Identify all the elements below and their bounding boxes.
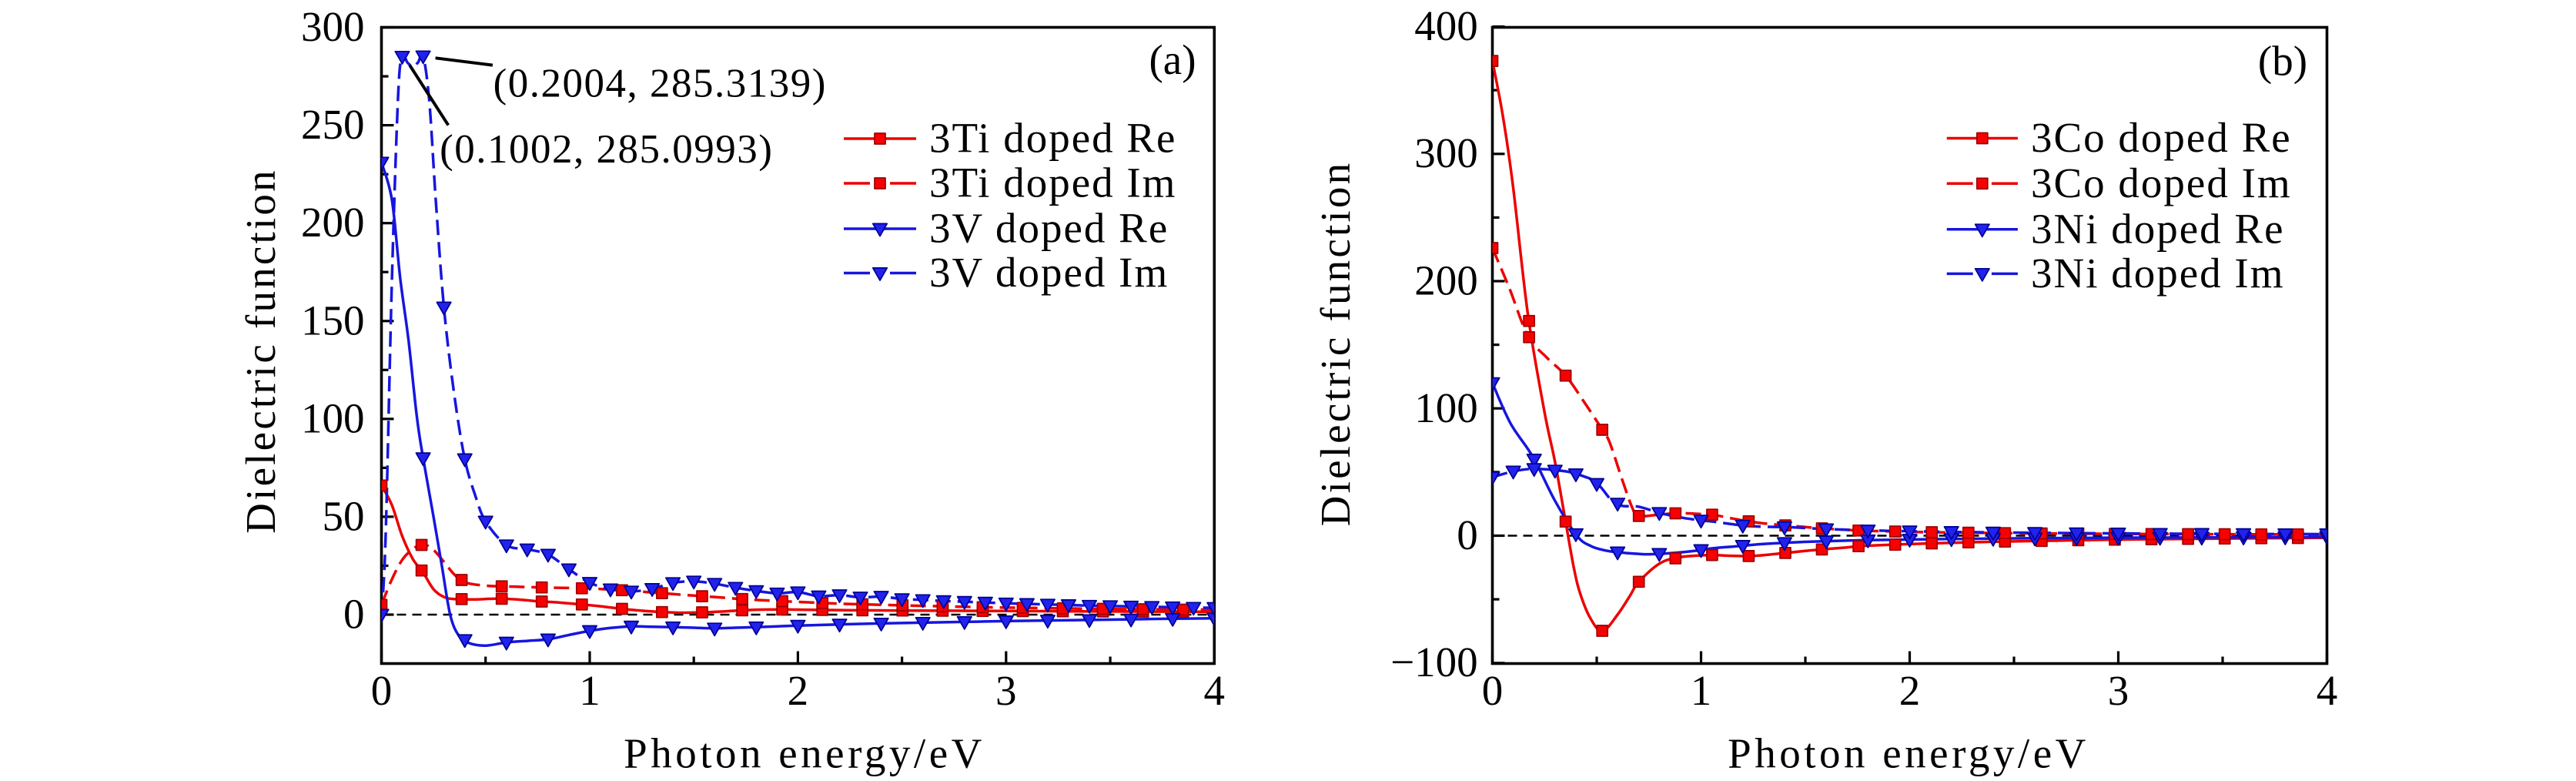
svg-text:3V doped Re: 3V doped Re bbox=[929, 205, 1169, 252]
svg-text:3: 3 bbox=[995, 667, 1017, 714]
svg-text:3Ti doped Re: 3Ti doped Re bbox=[929, 115, 1176, 162]
svg-text:Photon energy/eV: Photon energy/eV bbox=[1728, 730, 2089, 777]
svg-text:0: 0 bbox=[343, 591, 365, 638]
svg-text:Dielectric function: Dielectric function bbox=[1312, 161, 1359, 527]
svg-text:400: 400 bbox=[1414, 2, 1478, 49]
svg-text:4: 4 bbox=[1204, 667, 1226, 714]
svg-text:3Co doped Re: 3Co doped Re bbox=[2031, 114, 2292, 161]
svg-text:3Ni doped Im: 3Ni doped Im bbox=[2031, 250, 2285, 297]
svg-text:300: 300 bbox=[301, 3, 365, 50]
svg-text:3Ti doped Im: 3Ti doped Im bbox=[929, 159, 1176, 206]
svg-text:2: 2 bbox=[788, 667, 809, 714]
svg-text:Dielectric function: Dielectric function bbox=[237, 168, 284, 534]
svg-text:4: 4 bbox=[2317, 667, 2338, 714]
svg-text:2: 2 bbox=[1899, 667, 1921, 714]
svg-text:100: 100 bbox=[301, 394, 365, 441]
svg-text:150: 150 bbox=[301, 297, 365, 344]
svg-text:1: 1 bbox=[579, 667, 601, 714]
svg-text:1: 1 bbox=[1691, 667, 1712, 714]
svg-text:−100: −100 bbox=[1390, 639, 1478, 685]
svg-text:(b): (b) bbox=[2258, 38, 2307, 85]
svg-text:(0.1002, 285.0993): (0.1002, 285.0993) bbox=[440, 127, 773, 172]
svg-text:Photon energy/eV: Photon energy/eV bbox=[624, 730, 985, 777]
svg-text:50: 50 bbox=[323, 492, 365, 539]
svg-text:0: 0 bbox=[1457, 511, 1478, 558]
svg-text:3: 3 bbox=[2108, 667, 2129, 714]
svg-text:300: 300 bbox=[1414, 129, 1478, 176]
svg-text:200: 200 bbox=[301, 199, 365, 246]
svg-text:250: 250 bbox=[301, 101, 365, 148]
svg-text:(0.2004, 285.3139): (0.2004, 285.3139) bbox=[493, 61, 827, 106]
svg-text:200: 200 bbox=[1414, 257, 1478, 304]
svg-text:3V doped Im: 3V doped Im bbox=[929, 249, 1169, 296]
svg-text:3Ni doped Re: 3Ni doped Re bbox=[2031, 205, 2285, 252]
svg-text:0: 0 bbox=[1482, 667, 1504, 714]
svg-text:3Co doped Im: 3Co doped Im bbox=[2031, 159, 2292, 206]
svg-text:100: 100 bbox=[1414, 384, 1478, 431]
svg-text:0: 0 bbox=[371, 667, 393, 714]
svg-text:(a): (a) bbox=[1149, 36, 1196, 83]
